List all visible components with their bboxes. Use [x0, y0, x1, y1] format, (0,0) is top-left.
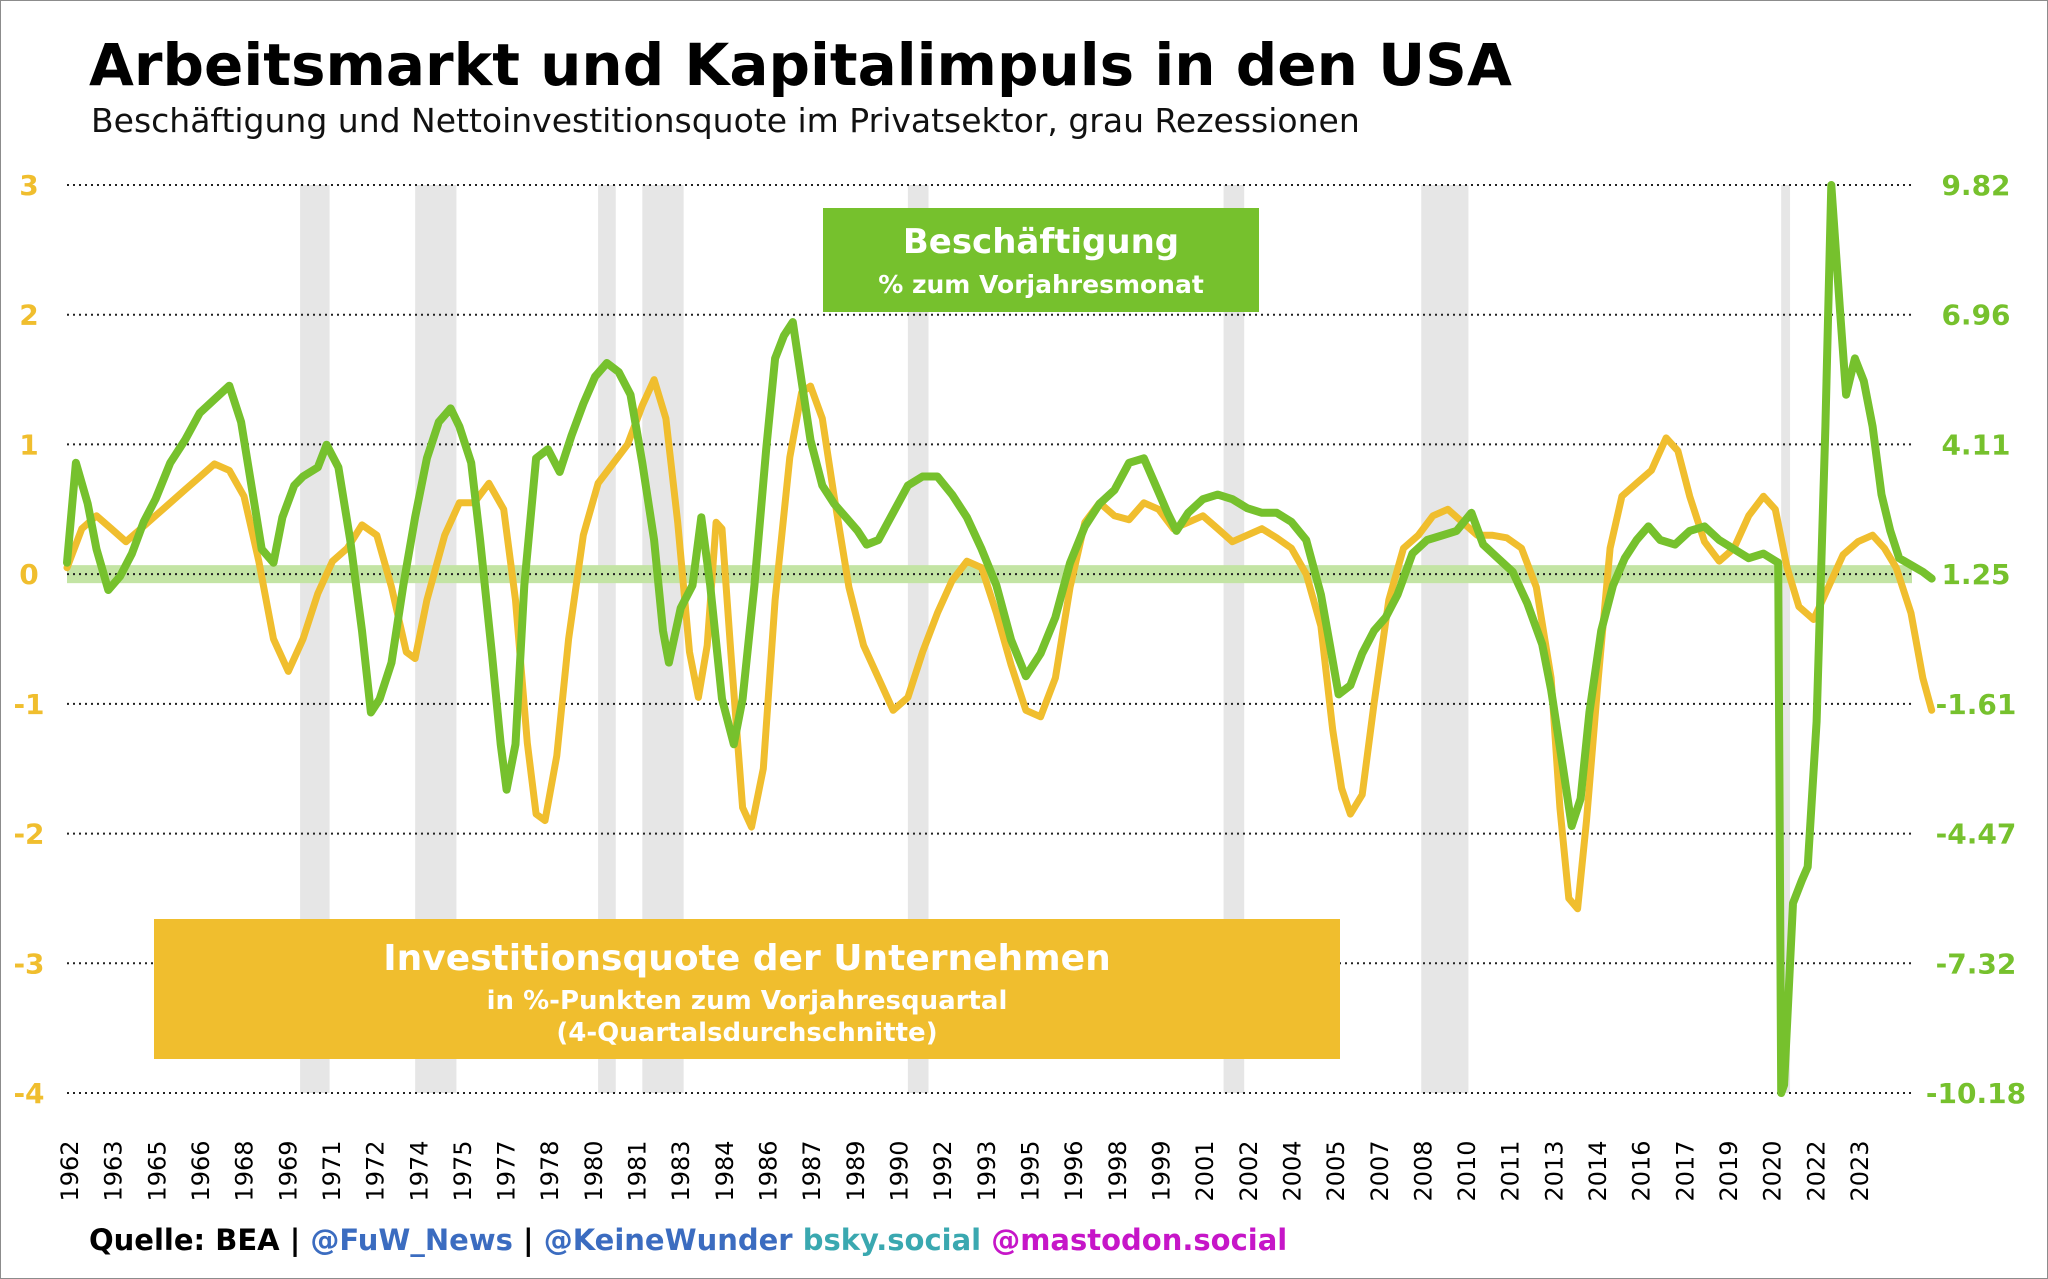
- recession-band: [598, 185, 616, 1093]
- recession-band: [907, 185, 929, 1093]
- x-tick-label: 2017: [1671, 1140, 1699, 1201]
- x-tick-label: 1963: [100, 1140, 128, 1201]
- x-tick-label: 1978: [536, 1140, 564, 1201]
- x-tick-label: 1969: [274, 1140, 302, 1201]
- x-tick-label: 1990: [886, 1140, 914, 1201]
- left-tick-label: -1: [13, 688, 44, 721]
- x-tick-label: 2001: [1191, 1140, 1219, 1201]
- x-tick-label: 1998: [1104, 1140, 1132, 1201]
- keinewunder-handle-link[interactable]: @KeineWunder: [543, 1223, 793, 1257]
- investment-series-line: [63, 376, 1936, 913]
- left-tick-label: 0: [19, 558, 38, 591]
- mastodon-link[interactable]: @mastodon.social: [991, 1223, 1288, 1257]
- legend-investment-title: Investitionsquote der Unternehmen: [383, 938, 1110, 979]
- x-tick-label: 1975: [449, 1140, 477, 1201]
- x-tick-label: 2002: [1235, 1140, 1263, 1201]
- source-separator: |: [289, 1223, 301, 1257]
- legend-investment: Investitionsquote der Unternehmen in %-P…: [154, 919, 1340, 1059]
- right-tick-label: 1.25: [1941, 558, 2010, 591]
- x-tick-label: 2004: [1278, 1140, 1306, 1201]
- x-tick-label: 1995: [1016, 1140, 1044, 1201]
- x-tick-label: 1962: [56, 1140, 84, 1201]
- x-tick-label: 1999: [1147, 1140, 1175, 1201]
- x-tick-label: 1992: [929, 1140, 957, 1201]
- x-tick-label: 2005: [1322, 1140, 1350, 1201]
- x-axis-ticks: 1962 1963 1965 1966 1968 1969 1971 1972 1974 1975…: [56, 1140, 1874, 1201]
- right-axis-ticks: 9.82 6.96 4.11 1.25 -1.61 -4.47 -7.32 -10.18: [1926, 169, 2026, 1110]
- right-tick-label: -1.61: [1936, 688, 2017, 721]
- left-tick-label: 1: [19, 428, 38, 461]
- x-tick-label: 2022: [1802, 1140, 1830, 1201]
- source-label: Quelle: BEA: [89, 1223, 280, 1257]
- left-tick-label: 3: [19, 169, 38, 202]
- x-tick-label: 1986: [755, 1140, 783, 1201]
- left-tick-label: -2: [13, 818, 44, 851]
- legend-investment-subtitle-2: (4-Quartalsdurchschnitte): [556, 1018, 937, 1048]
- x-tick-label: 1966: [187, 1140, 215, 1201]
- x-tick-label: 2020: [1759, 1140, 1787, 1201]
- x-tick-label: 1965: [143, 1140, 171, 1201]
- x-tick-label: 1981: [624, 1140, 652, 1201]
- x-tick-label: 2007: [1366, 1140, 1394, 1201]
- right-tick-label: -4.47: [1936, 818, 2017, 851]
- x-tick-label: 1987: [798, 1140, 826, 1201]
- left-axis-ticks: 3 2 1 0 -1 -2 -3 -4: [13, 169, 44, 1110]
- x-tick-label: 1974: [405, 1140, 433, 1201]
- right-tick-label: -7.32: [1936, 947, 2017, 980]
- right-tick-label: -10.18: [1926, 1077, 2026, 1110]
- recession-bands: [300, 185, 1791, 1093]
- legend-employment-title: Beschäftigung: [903, 222, 1179, 262]
- legend-employment: Beschäftigung % zum Vorjahresmonat: [823, 208, 1259, 312]
- x-tick-label: 1977: [493, 1140, 521, 1201]
- source-line: Quelle: BEA | @FuW_News | @KeineWunder b…: [89, 1223, 1287, 1257]
- fuw-handle-link[interactable]: @FuW_News: [310, 1223, 513, 1257]
- x-tick-label: 2013: [1540, 1140, 1568, 1201]
- x-tick-label: 2011: [1497, 1140, 1525, 1201]
- legend-investment-subtitle-1: in %-Punkten zum Vorjahresquartal: [487, 986, 1008, 1016]
- x-tick-label: 1972: [362, 1140, 390, 1201]
- x-tick-label: 1968: [231, 1140, 259, 1201]
- chart-subtitle: Beschäftigung und Nettoinvestitionsquote…: [91, 101, 1360, 140]
- x-tick-label: 1984: [711, 1140, 739, 1201]
- left-tick-label: 2: [19, 299, 38, 332]
- x-tick-label: 1989: [842, 1140, 870, 1201]
- x-tick-label: 1993: [973, 1140, 1001, 1201]
- chart-title: Arbeitsmarkt und Kapitalimpuls in den US…: [89, 31, 1512, 99]
- employment-series-line: [63, 181, 1936, 1097]
- x-tick-label: 2008: [1409, 1140, 1437, 1201]
- x-tick-label: 1971: [318, 1140, 346, 1201]
- recession-band: [1421, 185, 1469, 1093]
- recession-band: [1223, 185, 1245, 1093]
- recession-band: [1781, 185, 1791, 1093]
- legend-employment-box: [823, 208, 1259, 312]
- x-tick-label: 2016: [1628, 1140, 1656, 1201]
- x-tick-label: 2023: [1846, 1140, 1874, 1201]
- x-tick-label: 1980: [580, 1140, 608, 1201]
- gridlines: [67, 184, 1911, 1094]
- series-lines: [63, 181, 1936, 1097]
- right-tick-label: 4.11: [1941, 428, 2010, 461]
- x-tick-label: 2010: [1453, 1140, 1481, 1201]
- left-tick-label: -4: [13, 1077, 44, 1110]
- right-tick-label: 9.82: [1941, 169, 2010, 202]
- left-tick-label: -3: [13, 947, 44, 980]
- x-tick-label: 1983: [667, 1140, 695, 1201]
- source-separator: |: [523, 1223, 534, 1257]
- bsky-link[interactable]: bsky.social: [802, 1223, 982, 1257]
- legend-employment-subtitle: % zum Vorjahresmonat: [878, 270, 1204, 299]
- x-tick-label: 2014: [1584, 1140, 1612, 1201]
- legend-investment-box: [154, 919, 1340, 1059]
- x-tick-label: 1996: [1060, 1140, 1088, 1201]
- right-tick-label: 6.96: [1941, 299, 2010, 332]
- x-tick-label: 2019: [1715, 1140, 1743, 1201]
